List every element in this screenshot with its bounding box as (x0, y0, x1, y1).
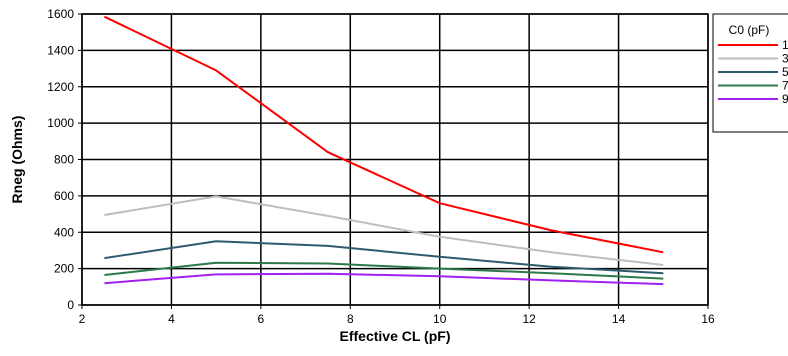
series-line-9 (104, 272, 664, 286)
y-tick-label: 1400 (47, 43, 74, 57)
series-lines (103, 15, 664, 286)
legend-label-7: 7 (782, 79, 788, 93)
x-tick-label: 10 (433, 312, 447, 326)
y-axis-label: Rneg (Ohms) (9, 116, 25, 204)
y-tick-label: 400 (54, 225, 74, 239)
x-tick-label: 16 (701, 312, 715, 326)
legend-title: C0 (pF) (729, 23, 770, 37)
y-tick-label: 0 (67, 298, 74, 312)
series-line-5 (104, 240, 664, 275)
x-tick-label: 12 (522, 312, 536, 326)
legend-label-3: 3 (782, 52, 788, 66)
y-tick-label: 600 (54, 189, 74, 203)
x-tick-label: 4 (168, 312, 175, 326)
x-tick-label: 8 (347, 312, 354, 326)
legend-label-9: 9 (782, 92, 788, 106)
grid-lines (81, 13, 709, 306)
y-tick-label: 1200 (47, 80, 74, 94)
y-tick-label: 800 (54, 153, 74, 167)
y-axis-ticks: 0 200 400 600 800 1000 1200 1400 1600 (47, 7, 82, 312)
legend-label-5: 5 (782, 65, 788, 79)
series-line-7 (104, 261, 664, 280)
x-axis-label: Effective CL (pF) (340, 328, 451, 344)
x-tick-label: 2 (79, 312, 86, 326)
x-tick-label: 14 (612, 312, 626, 326)
y-tick-label: 1600 (47, 7, 74, 21)
x-tick-label: 6 (258, 312, 265, 326)
legend-label-1: 1 (782, 38, 788, 52)
series-line-1 (103, 15, 664, 254)
x-axis-ticks: 2 4 6 8 10 12 14 16 (79, 305, 715, 326)
y-tick-label: 1000 (47, 116, 74, 130)
y-tick-label: 200 (54, 262, 74, 276)
series-line-3 (104, 195, 664, 266)
